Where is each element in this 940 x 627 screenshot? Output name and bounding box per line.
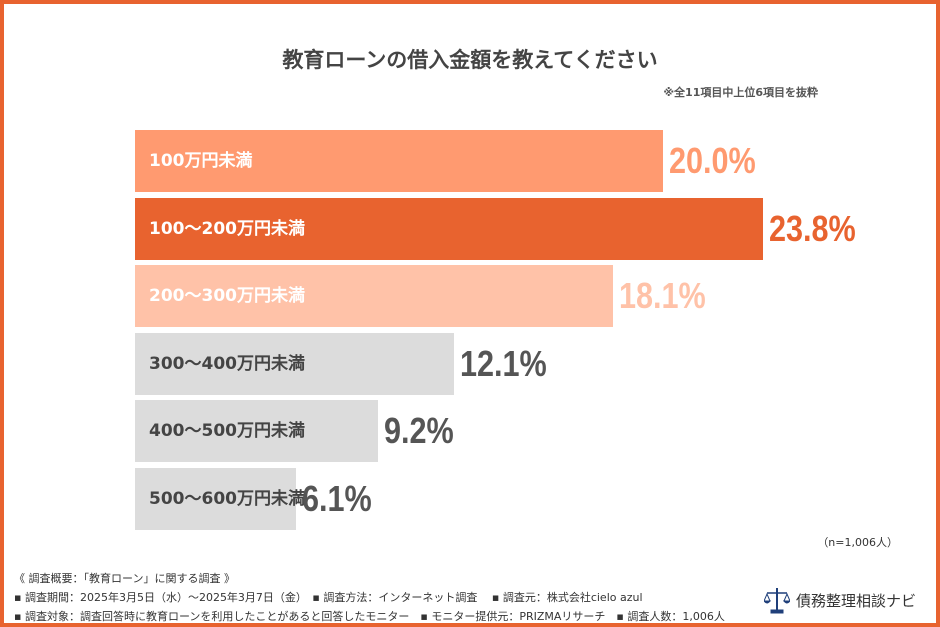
value-label: 23.8% xyxy=(769,207,857,249)
category-label: 200〜300万円未満 xyxy=(149,286,305,306)
value-label: 20.0% xyxy=(669,140,756,181)
category-label: 100〜200万円未満 xyxy=(149,218,305,239)
category-label: 400〜500万円未満 xyxy=(149,421,305,441)
value-label: 6.1% xyxy=(302,477,372,519)
footer-line-3: ▪ 調査対象：調査回答時に教育ローンを利用したことがあると回答したモニター ▪ … xyxy=(14,610,725,623)
bar: 500〜600万円未満 xyxy=(135,467,305,530)
chart-note: ※全11項目中上位6項目を抜粋 xyxy=(663,86,818,99)
bar: 100万円未満 xyxy=(135,130,663,192)
bar: 200〜300万円未満 xyxy=(135,265,613,327)
footer-line-2: ▪ 調査期間：2025年3月5日（水）〜2025年3月7日（金） ▪ 調査方法：… xyxy=(14,591,643,604)
category-label: 300〜400万円未満 xyxy=(149,353,305,374)
category-label: 100万円未満 xyxy=(149,151,253,171)
footer-line-1: 《 調査概要：「教育ローン」に関する調査 》 xyxy=(14,572,235,585)
bar: 400〜500万円未満 xyxy=(135,400,378,462)
bar: 300〜400万円未満 xyxy=(135,332,455,395)
scales-icon xyxy=(764,588,790,614)
value-label: 18.1% xyxy=(618,275,706,316)
bar: 100〜200万円未満 xyxy=(135,197,764,260)
logo-text: 債務整理相談ナビ xyxy=(796,591,917,610)
logo: 債務整理相談ナビ xyxy=(764,586,916,614)
category-label: 500〜600万円未満 xyxy=(149,488,305,509)
value-label: 12.1% xyxy=(460,342,548,384)
chart-title: 教育ローンの借入金額を教えてください xyxy=(282,48,658,72)
sample-size: （n=1,006人） xyxy=(817,536,898,549)
value-label: 9.2% xyxy=(383,410,454,451)
